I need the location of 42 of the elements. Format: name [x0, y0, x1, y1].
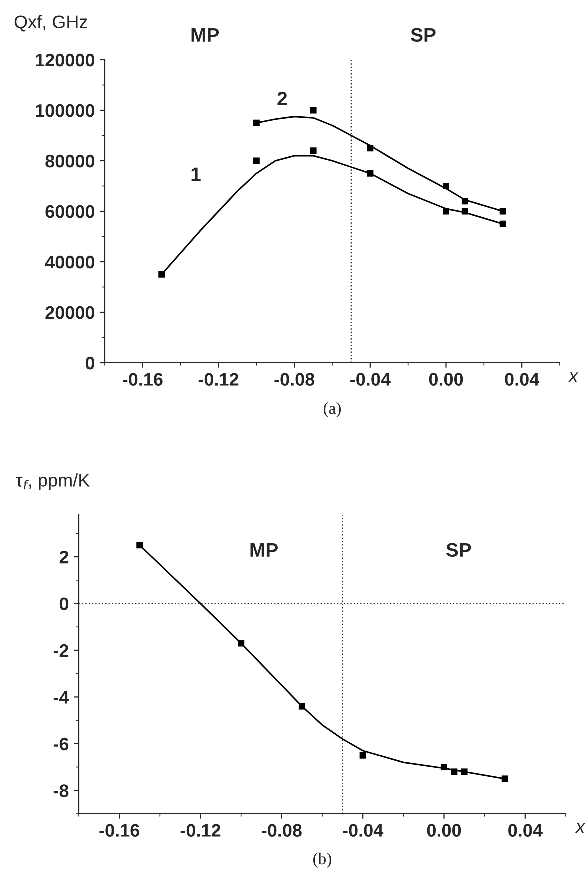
y-tick-label: 40000: [45, 256, 95, 269]
x-tick-label: 0.04: [505, 373, 540, 386]
text: (b): [314, 852, 332, 868]
text: MP: [192, 28, 220, 42]
text: (a): [324, 402, 342, 418]
point: [253, 158, 260, 164]
y-tick-label: -8: [54, 784, 69, 798]
x-tick-label: -0.08: [274, 373, 315, 386]
x-tick-label: 0.00: [429, 373, 464, 386]
point: [500, 208, 506, 215]
x-tick-label: -0.04: [343, 824, 384, 837]
x-tick-label: 0.00: [427, 824, 462, 837]
y-tick-label: -2: [54, 644, 69, 658]
x-tick-label: -0.12: [180, 824, 221, 837]
y-axis-title: Qxf, GHz: [14, 15, 88, 32]
point: [310, 107, 317, 114]
y-tick-label: 20000: [46, 306, 95, 320]
y-tick-label: 60000: [46, 205, 95, 218]
point: [310, 148, 317, 154]
y-tick-label: -4: [54, 691, 70, 704]
y-tick-label: -6: [54, 738, 69, 751]
x-tick-label: 0.04: [508, 824, 543, 837]
text: SP: [411, 28, 436, 42]
annotation: 2: [278, 92, 288, 106]
x-axis-title: x: [575, 824, 586, 834]
annotation: SP: [446, 543, 472, 558]
x-tick-label: -0.12: [198, 373, 239, 386]
y-tick-label: 2: [60, 550, 69, 564]
point: [360, 752, 366, 759]
y-tick-label: 120000: [36, 54, 95, 67]
annotation: 1: [192, 168, 201, 182]
x-tick-label: -0.16: [123, 373, 163, 386]
y-tick-label: 100000: [36, 104, 95, 118]
y-tick-label: 0: [86, 356, 95, 370]
y-axis-title: τ$_{f}$, ppm/K: [16, 474, 90, 490]
x-tick-label: -0.08: [262, 824, 302, 837]
x-tick-label: -0.04: [350, 373, 391, 386]
annotation: MP: [250, 543, 278, 557]
x-tick-label: -0.16: [100, 824, 140, 837]
x-axis-title: x: [568, 372, 579, 382]
y-tick-label: 80000: [46, 154, 95, 168]
y-tick-label: 0: [60, 598, 69, 610]
